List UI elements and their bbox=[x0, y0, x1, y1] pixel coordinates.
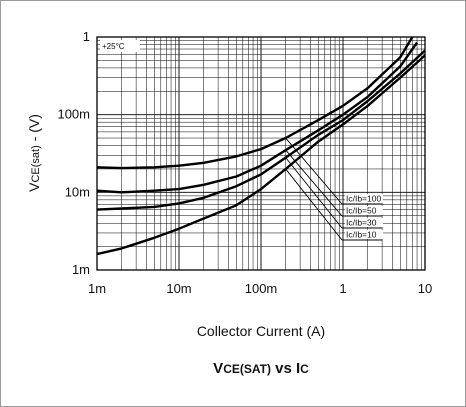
y-label-sub: CE(sat) bbox=[30, 145, 42, 182]
title-sub2: C bbox=[300, 362, 309, 376]
legend-label: Ic/Ib=50 bbox=[346, 206, 377, 216]
x-axis-label: Collector Current (A) bbox=[197, 323, 325, 339]
y-tick-label: 1m bbox=[72, 262, 90, 277]
y-tick-label: 1 bbox=[83, 29, 90, 44]
legend-label: Ic/Ib=30 bbox=[346, 218, 377, 228]
title-sub1: CE(SAT) bbox=[223, 362, 271, 376]
y-label-tail: - (V) bbox=[26, 114, 42, 145]
title-main: V bbox=[213, 360, 223, 377]
legend-leader-line bbox=[286, 150, 342, 216]
y-axis-label: VCE(sat) - (V) bbox=[26, 114, 42, 192]
y-tick-label: 100m bbox=[57, 107, 90, 122]
x-tick-labels: 1m 10m 100m 1 10 bbox=[88, 281, 432, 296]
y-tick-label: 10m bbox=[65, 184, 90, 199]
legend-label: Ic/Ib=10 bbox=[346, 230, 377, 240]
x-tick-label: 10m bbox=[166, 281, 191, 296]
legend-label: Ic/Ib=100 bbox=[346, 194, 381, 204]
x-tick-label: 1m bbox=[88, 281, 106, 296]
chart-title: VCE(SAT) vs IC bbox=[213, 360, 309, 377]
title-mid: vs I bbox=[271, 360, 300, 377]
x-tick-label: 10 bbox=[418, 281, 432, 296]
legend-leader-line bbox=[286, 138, 342, 204]
x-tick-label: 100m bbox=[245, 281, 278, 296]
x-tick-label: 1 bbox=[339, 281, 346, 296]
legend: Ic/Ib=100 Ic/Ib=50 Ic/Ib=30 Ic/Ib=10 bbox=[345, 194, 383, 240]
y-tick-labels: 1m 10m 100m 1 bbox=[57, 29, 90, 277]
legend-leader-line bbox=[286, 158, 342, 228]
temperature-note: +25°C bbox=[102, 42, 125, 51]
